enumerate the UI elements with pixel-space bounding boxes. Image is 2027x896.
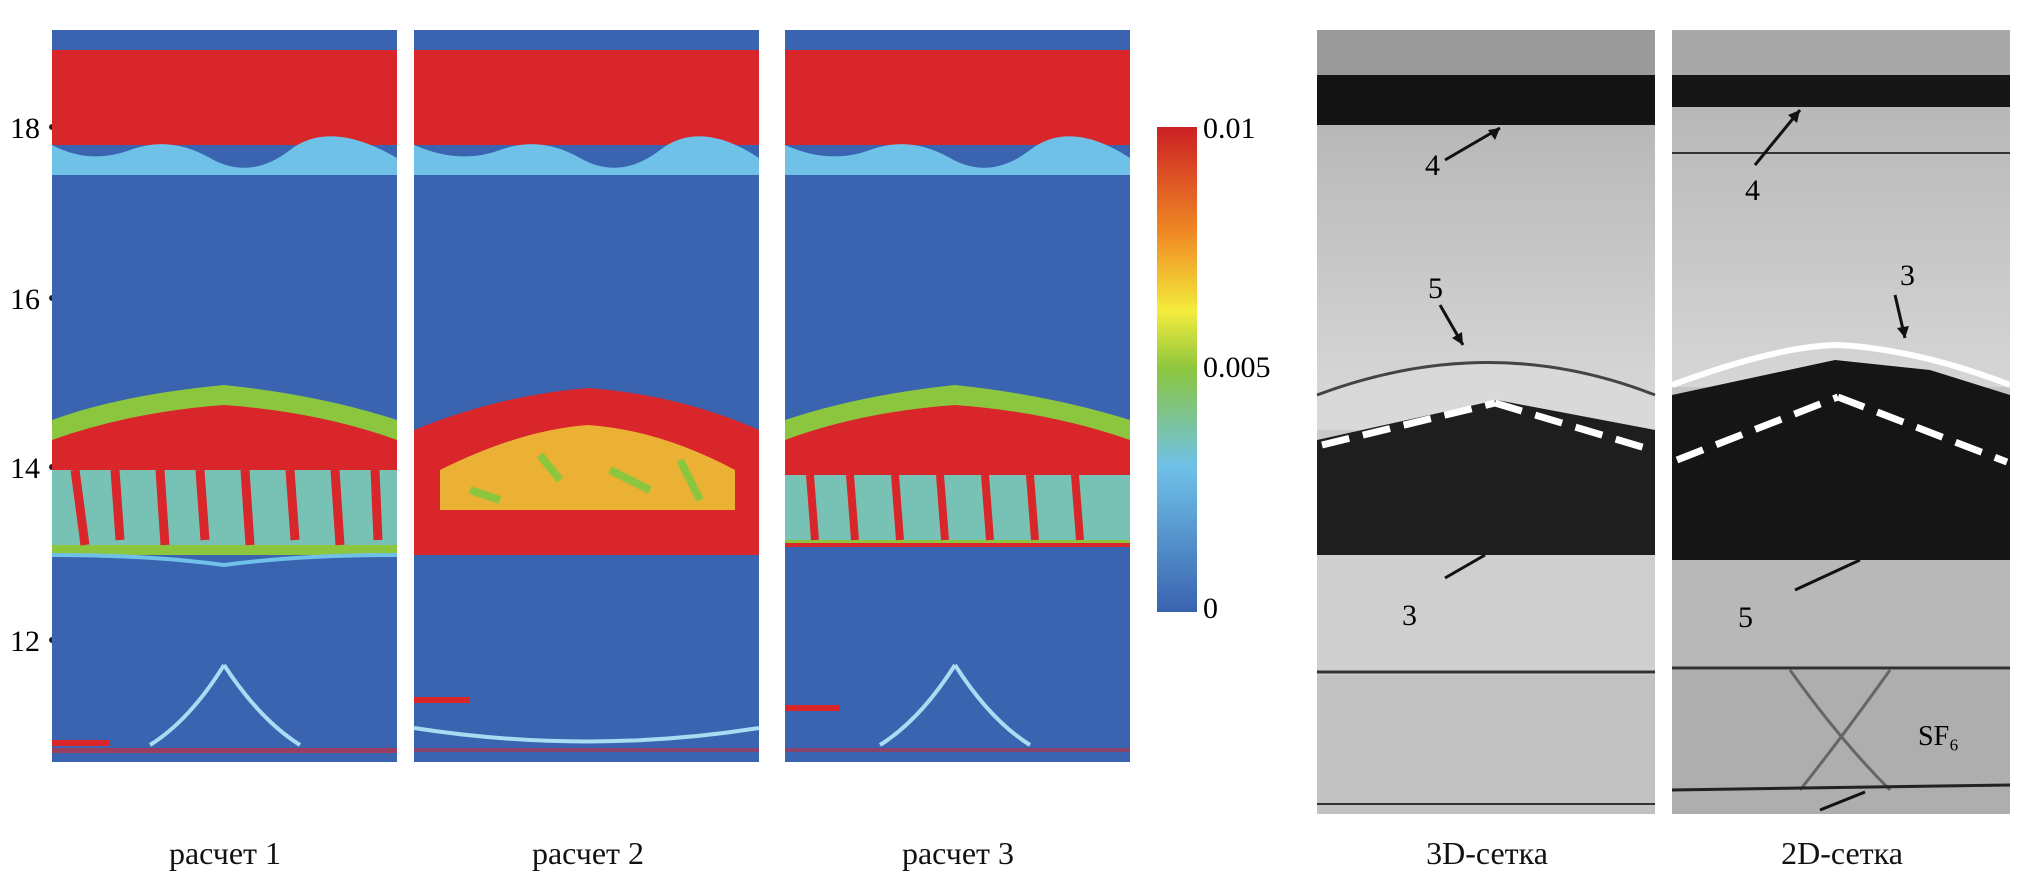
photo-2d-label-3: 3 bbox=[1900, 259, 1915, 292]
photo-3d-label-3: 3 bbox=[1402, 599, 1417, 632]
y-tick-label-16: 16 bbox=[10, 283, 40, 316]
y-tick-label-18: 18 bbox=[10, 112, 40, 145]
caption-photo-2d: 2D-сетка bbox=[1781, 835, 1903, 871]
y-tick-label-14: 14 bbox=[10, 452, 40, 485]
colorbar: 0.01 0.005 0 bbox=[1157, 112, 1271, 625]
y-axis: 12 14 16 18 bbox=[10, 112, 55, 658]
caption-photo-3d: 3D-сетка bbox=[1426, 835, 1548, 871]
caption-simulation-1: расчет 1 bbox=[168, 835, 282, 871]
simulation-panel-2 bbox=[413, 30, 760, 762]
photo-3d-label-4: 4 bbox=[1425, 149, 1440, 182]
colorbar-label-min: 0 bbox=[1203, 592, 1218, 625]
caption-simulation-3: расчет 3 bbox=[901, 835, 1015, 871]
simulation-panel-3 bbox=[785, 30, 1130, 762]
photo-panel-2d: 4 3 5 SF₆ bbox=[1670, 30, 2012, 814]
photo-3d-label-5: 5 bbox=[1428, 272, 1443, 305]
photo-2d-label-sf6: SF₆ bbox=[1918, 721, 1959, 752]
colorbar-label-mid: 0.005 bbox=[1203, 351, 1271, 384]
photo-2d-label-5: 5 bbox=[1738, 601, 1753, 634]
colorbar-label-max: 0.01 bbox=[1203, 112, 1256, 145]
caption-simulation-2: расчет 2 bbox=[531, 835, 645, 871]
photo-panel-3d: 4 5 3 bbox=[1316, 30, 1656, 814]
colorbar-gradient bbox=[1157, 127, 1197, 612]
photo-2d-label-4: 4 bbox=[1745, 174, 1760, 207]
simulation-panel-1 bbox=[51, 30, 398, 762]
y-tick-label-12: 12 bbox=[10, 625, 40, 658]
